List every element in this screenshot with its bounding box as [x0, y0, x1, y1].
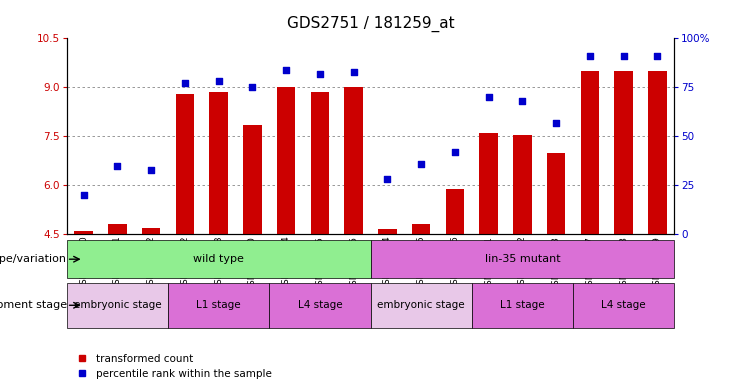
Text: lin-35 mutant: lin-35 mutant	[485, 254, 560, 264]
Bar	[277, 88, 296, 234]
Point	[516, 98, 528, 104]
Bar	[370, 283, 472, 328]
Bar	[168, 283, 269, 328]
Bar	[67, 240, 370, 278]
Text: GDS2751 / 181259_at: GDS2751 / 181259_at	[287, 15, 454, 31]
Point	[314, 71, 326, 77]
Point	[618, 53, 630, 59]
Text: genotype/variation: genotype/variation	[0, 254, 67, 264]
Legend: transformed count, percentile rank within the sample: transformed count, percentile rank withi…	[72, 354, 272, 379]
Bar	[445, 189, 464, 234]
Bar	[573, 283, 674, 328]
Point	[78, 192, 90, 198]
Point	[415, 161, 427, 167]
Point	[382, 176, 393, 182]
Text: L1 stage: L1 stage	[196, 300, 241, 310]
Point	[551, 119, 562, 126]
Bar	[108, 225, 127, 234]
Bar	[581, 71, 599, 234]
Bar	[243, 125, 262, 234]
Bar	[547, 153, 565, 234]
Bar	[614, 71, 633, 234]
Bar	[513, 135, 532, 234]
Point	[651, 53, 663, 59]
Point	[280, 67, 292, 73]
Bar	[378, 229, 396, 234]
Point	[482, 94, 494, 100]
Bar	[209, 92, 228, 234]
Point	[145, 167, 157, 173]
Text: embryonic stage: embryonic stage	[73, 300, 161, 310]
Bar	[345, 88, 363, 234]
Point	[247, 84, 259, 91]
Text: embryonic stage: embryonic stage	[377, 300, 465, 310]
Text: development stage: development stage	[0, 300, 67, 310]
Bar	[67, 283, 168, 328]
Text: wild type: wild type	[193, 254, 244, 264]
Bar	[648, 71, 667, 234]
Text: L4 stage: L4 stage	[298, 300, 342, 310]
Point	[179, 80, 190, 86]
Text: L1 stage: L1 stage	[500, 300, 545, 310]
Bar	[370, 240, 674, 278]
Bar	[310, 92, 329, 234]
Point	[449, 149, 461, 155]
Point	[584, 53, 596, 59]
Text: L4 stage: L4 stage	[602, 300, 646, 310]
Bar	[74, 231, 93, 234]
Bar	[472, 283, 573, 328]
Point	[111, 163, 123, 169]
Bar	[142, 228, 160, 234]
Bar	[479, 133, 498, 234]
Point	[213, 78, 225, 84]
Bar	[412, 225, 431, 234]
Bar	[269, 283, 370, 328]
Point	[348, 69, 359, 75]
Bar	[176, 94, 194, 234]
